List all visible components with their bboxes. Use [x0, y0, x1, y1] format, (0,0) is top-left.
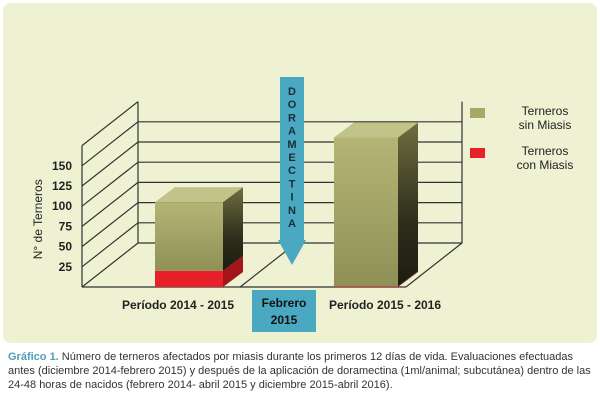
febrero-box-line2: 2015: [271, 313, 298, 327]
bar-side-con-miasis: [398, 271, 418, 287]
x-category-label: Período 2015 - 2016: [329, 298, 441, 312]
bar-top: [334, 122, 418, 138]
legend-swatch: [470, 148, 485, 158]
floor-edge: [405, 242, 463, 288]
y-tick-label: 75: [59, 219, 73, 233]
febrero-box: [252, 290, 316, 332]
y-tick-label: 25: [59, 260, 73, 274]
arrow-letter: D: [288, 86, 296, 98]
y-axis-title: N° de Terneros: [31, 179, 45, 259]
legend-label-line1: Terneros: [522, 144, 569, 158]
arrow-letter: M: [287, 139, 296, 151]
bar-chart: 25 50 75 100 125 150 N° de Terneros Período 2…: [31, 77, 574, 332]
caption-label: Gráfico 1.: [8, 351, 59, 363]
doramectina-arrow: [278, 77, 306, 265]
bar-side-sin-miasis: [223, 187, 243, 271]
floor-edge: [81, 242, 139, 288]
bar-con-miasis: [155, 270, 223, 287]
bar-side-con-miasis: [223, 255, 243, 287]
febrero-box-line1: Febrero: [262, 296, 307, 310]
bar-side-sin-miasis: [398, 122, 418, 287]
bar-con-miasis: [334, 286, 398, 287]
arrow-letter: O: [288, 99, 297, 111]
caption-text: Número de terneros afectados por miasis …: [8, 351, 591, 391]
y-tick-label: 100: [52, 199, 72, 213]
legend-label-line1: Terneros: [522, 104, 569, 118]
arrow-letter: C: [288, 165, 296, 177]
arrow-letter: N: [288, 205, 296, 217]
y-tick-label: 150: [52, 159, 72, 173]
figure-caption: Gráfico 1. Número de terneros afectados …: [8, 350, 596, 392]
arrow-letter: A: [288, 218, 296, 230]
bar-sin-miasis: [334, 137, 398, 287]
legend-label-line2: sin Miasis: [519, 118, 572, 132]
legend-swatch: [470, 108, 485, 118]
arrow-letter: T: [289, 178, 296, 190]
arrow-letter: I: [290, 192, 293, 204]
y-tick-label: 50: [59, 240, 73, 254]
y-tick-label: 125: [52, 179, 72, 193]
wall-top-edge: [81, 101, 139, 147]
arrow-letter: A: [288, 126, 296, 138]
bar-top: [155, 187, 243, 203]
bar-sin-miasis: [155, 202, 223, 271]
legend-label-line2: con Miasis: [517, 158, 574, 172]
x-category-label: Período 2014 - 2015: [122, 298, 234, 312]
arrow-letter: E: [288, 152, 295, 164]
gridline: [81, 121, 462, 167]
arrow-letter: R: [288, 112, 296, 124]
